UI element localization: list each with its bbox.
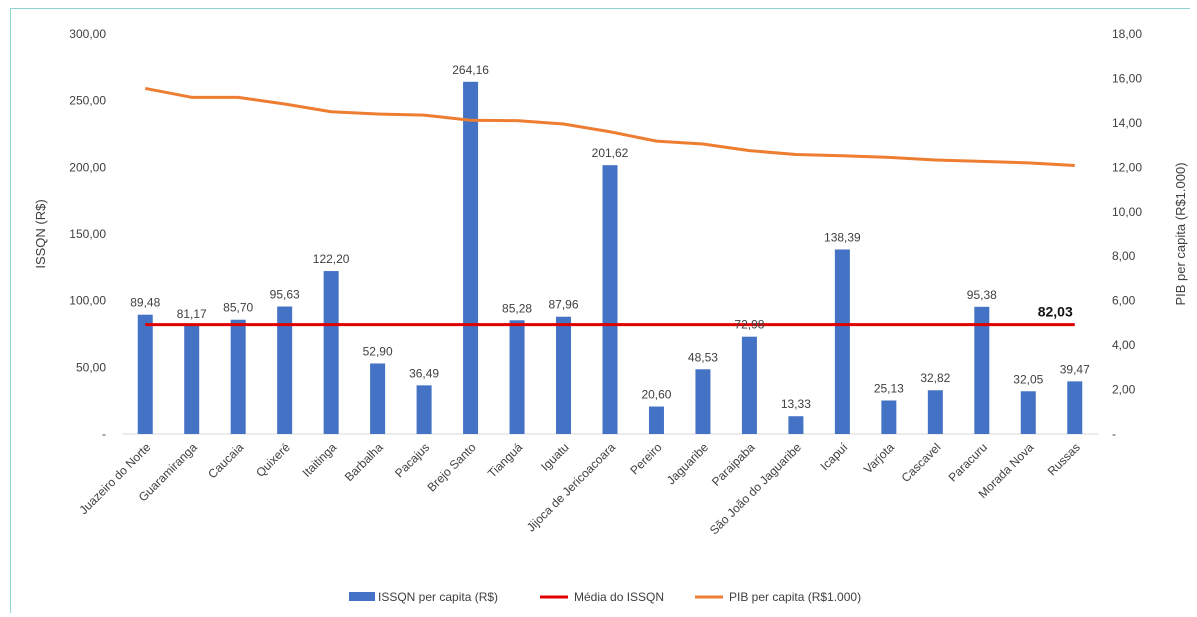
x-category-label: Varjota [861, 440, 897, 476]
x-category-label: São João do Jaguaribe [707, 440, 804, 537]
bar [834, 249, 850, 434]
bar-data-label: 52,90 [363, 344, 393, 358]
legend-label-pib: PIB per capita (R$1.000) [729, 590, 861, 604]
bar-data-label: 85,70 [223, 301, 253, 315]
bars [137, 81, 1083, 434]
y-right-tick-label: 4,00 [1112, 338, 1136, 352]
bar [602, 165, 618, 434]
y-right-tick-label: 8,00 [1112, 249, 1136, 263]
bar-data-label: 48,53 [688, 350, 718, 364]
bar [509, 320, 525, 434]
bar-data-label: 264,16 [452, 63, 489, 77]
y-left-tick-label: 50,00 [76, 360, 106, 374]
legend-label-mean: Média do ISSQN [574, 590, 664, 604]
legend: ISSQN per capita (R$) Média do ISSQN PIB p… [349, 590, 861, 604]
y-left-axis-title: ISSQN (R$) [33, 199, 48, 268]
y-left-tick-label: 300,00 [69, 27, 106, 41]
x-category-label: Russas [1045, 440, 1083, 478]
x-category-label: Itaitinga [300, 440, 340, 480]
bar [1067, 381, 1083, 434]
chart-frame [10, 8, 1190, 613]
x-category-label: Barbalha [342, 440, 386, 484]
x-category-label: Pacajus [392, 440, 432, 480]
bar-data-label: 138,39 [824, 230, 861, 244]
x-category-label: Pereiro [627, 440, 664, 477]
y-left-tick-label: 100,00 [69, 294, 106, 308]
bar-data-label: 122,20 [313, 252, 350, 266]
y-right-tick-label: 18,00 [1112, 27, 1142, 41]
x-category-label: Juazeiro do Norte [76, 440, 153, 517]
bar [323, 271, 339, 434]
bar-data-label: 95,38 [967, 288, 997, 302]
bar [788, 416, 804, 434]
y-right-tick-label: - [1112, 427, 1116, 441]
bar [881, 400, 897, 434]
bar [927, 390, 943, 434]
bar-data-label: 95,63 [270, 287, 300, 301]
mean-line-label: 82,03 [1038, 304, 1073, 320]
bar [277, 306, 293, 434]
bar [556, 316, 572, 434]
bar-data-label: 85,28 [502, 301, 532, 315]
bar [230, 319, 246, 434]
bar-data-label: 81,17 [177, 307, 207, 321]
bar [695, 369, 711, 434]
bar-data-label: 89,48 [130, 296, 160, 310]
x-category-label: Paracuru [946, 440, 990, 484]
bar-data-label: 36,49 [409, 366, 439, 380]
bar-data-label: 25,13 [874, 381, 904, 395]
bar [137, 314, 153, 434]
y-right-tick-label: 10,00 [1112, 205, 1142, 219]
y-left-tick-label: 200,00 [69, 160, 106, 174]
y-left-tick-label: 150,00 [69, 227, 106, 241]
x-category-label: Brejo Santo [424, 440, 478, 494]
legend-label-issqn: ISSQN per capita (R$) [378, 590, 498, 604]
x-category-label: Caucaia [205, 440, 246, 481]
pib-line [144, 86, 1075, 168]
x-category-label: Cascavel [899, 440, 944, 485]
bar [974, 306, 990, 434]
bar-data-label: 13,33 [781, 397, 811, 411]
bar-data-label: 201,62 [592, 146, 629, 160]
y-left-tick-label: - [102, 427, 106, 441]
bar-data-label: 39,47 [1060, 362, 1090, 376]
bar [416, 385, 432, 434]
x-category-label: Tianguá [485, 440, 525, 480]
y-right-tick-label: 12,00 [1112, 160, 1142, 174]
y-right-tick-label: 16,00 [1112, 71, 1142, 85]
bar [370, 363, 386, 434]
x-category-label: Jijoca de Jericoacoara [524, 440, 619, 535]
x-category-label: Icapuí [817, 440, 850, 473]
bar [463, 81, 479, 434]
x-category-label: Paraipaba [709, 440, 758, 489]
y-right-axis-title: PIB per capita (R$1.000) [1173, 162, 1188, 305]
lines [144, 86, 1075, 327]
bar-data-label: 72,98 [734, 318, 764, 332]
y-right-tick-label: 2,00 [1112, 383, 1136, 397]
y-right-tick-label: 6,00 [1112, 294, 1136, 308]
bar-data-label: 87,96 [549, 298, 579, 312]
y-right-tick-label: 14,00 [1112, 116, 1142, 130]
bar-data-label: 20,60 [641, 388, 671, 402]
bar [741, 336, 757, 434]
x-category-label: Jaguaribe [664, 440, 711, 487]
x-category-label: Quixeré [253, 440, 293, 480]
data-labels: 82,03 89,48 81,17 85,70 95,63 122,20 52,90 36,4… [130, 63, 1090, 411]
bar-data-label: 32,05 [1013, 372, 1043, 386]
x-category-label: Iguatu [538, 440, 571, 473]
legend-swatch-issqn [349, 592, 375, 601]
y-left-tick-label: 250,00 [69, 94, 106, 108]
bar-data-label: 32,82 [920, 371, 950, 385]
bar [1020, 391, 1036, 434]
bar [184, 325, 200, 434]
bar [648, 406, 664, 434]
